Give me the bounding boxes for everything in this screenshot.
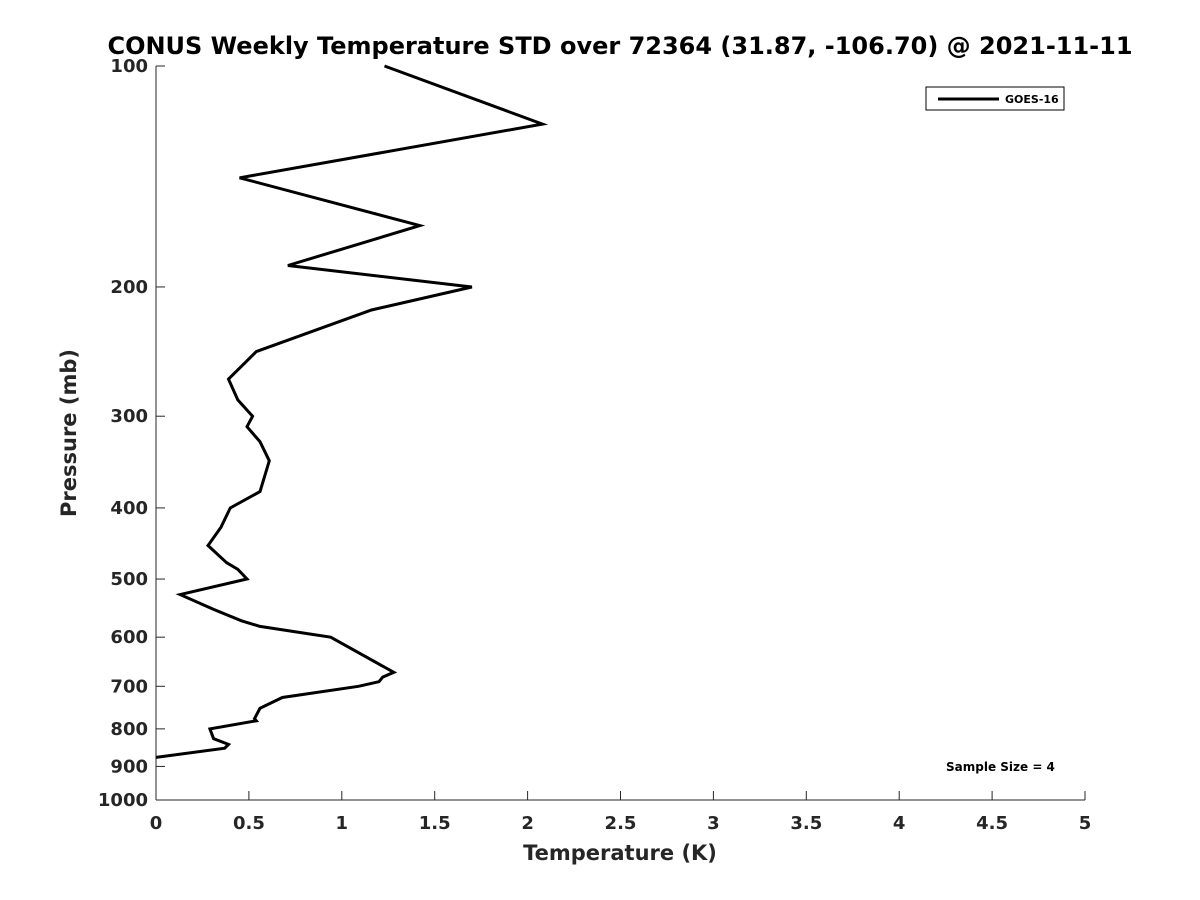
x-tick-label: 1 [336,813,349,834]
x-tick-label: 4.5 [976,813,1008,834]
x-axis-label: Temperature (K) [523,841,717,865]
chart-title: CONUS Weekly Temperature STD over 72364 … [107,32,1132,60]
x-tick-label: 3 [707,813,720,834]
y-tick-label: 300 [110,406,148,427]
y-tick-label: 100 [110,56,148,77]
y-axis: 100 200 300 400 500 600 700 800 900 1000 [98,56,165,811]
legend: GOES-16 [925,86,1065,111]
sample-size-annotation: Sample Size = 4 [946,760,1055,774]
y-tick-label: 800 [110,719,148,740]
x-axis: 0 0.5 1 1.5 2 2.5 3 3.5 4 4.5 5 [150,791,1092,834]
legend-label-goes16: GOES-16 [1005,93,1059,106]
x-tick-label: 2 [521,813,534,834]
x-tick-label: 3.5 [790,813,822,834]
y-tick-label: 400 [110,498,148,519]
x-tick-label: 4 [893,813,906,834]
series-layer [155,64,549,759]
plot-axes [155,66,1085,801]
x-tick-label: 0.5 [233,813,265,834]
y-tick-label: 200 [110,277,148,298]
x-tick-label: 0 [150,813,163,834]
x-tick-label: 5 [1079,813,1092,834]
y-tick-label: 500 [110,569,148,590]
x-tick-label: 1.5 [419,813,451,834]
series-line-goes-16 [155,64,549,759]
x-tick-label: 2.5 [605,813,637,834]
y-tick-label: 900 [110,756,148,777]
y-axis-label: Pressure (mb) [57,349,81,517]
y-tick-label: 700 [110,676,148,697]
y-tick-label: 1000 [98,790,148,811]
y-tick-label: 600 [110,627,148,648]
